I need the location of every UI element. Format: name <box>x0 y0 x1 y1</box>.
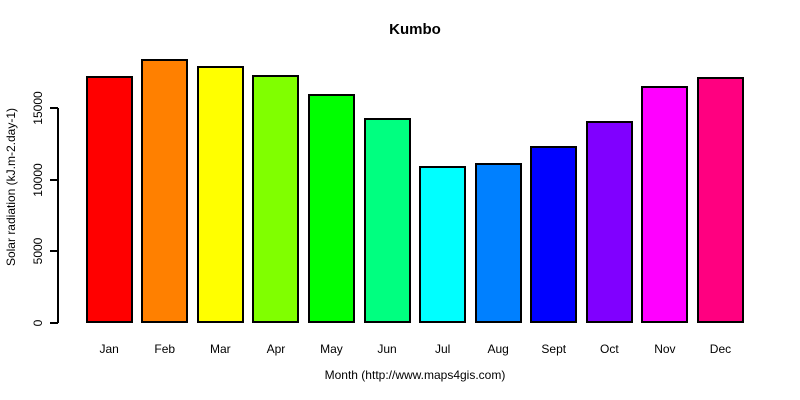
y-tick-label: 0 <box>31 319 45 327</box>
chart-title: Kumbo <box>389 21 441 38</box>
x-tick-label-mar: Mar <box>209 342 231 356</box>
bar-nov <box>641 85 689 323</box>
x-tick-label-jun: Jun <box>377 342 397 356</box>
bar-may <box>307 94 355 323</box>
bar-aug <box>474 163 522 323</box>
bar-sept <box>530 146 578 323</box>
x-tick-label-apr: Apr <box>266 342 286 356</box>
x-tick-label-jul: Jul <box>434 342 451 356</box>
x-tick-label-feb: Feb <box>154 342 176 356</box>
x-tick-label-sept: Sept <box>541 342 567 356</box>
plot-area: 0 5000 10000 15000 <box>31 50 772 326</box>
x-tick-label-dec: Dec <box>709 342 732 356</box>
bar-feb <box>141 58 189 323</box>
x-tick-label-nov: Nov <box>654 342 676 356</box>
y-tick-label: 5000 <box>31 237 45 265</box>
x-axis-label: Month (http://www.maps4gis.com) <box>324 368 506 382</box>
y-tick-label: 10000 <box>31 163 45 197</box>
y-tick-mark <box>50 107 58 110</box>
bar-jun <box>363 118 411 323</box>
bar-mar <box>196 65 244 323</box>
x-tick-label-oct: Oct <box>599 342 619 356</box>
y-tick-mark <box>50 322 58 324</box>
x-tick-label-may: May <box>320 342 343 356</box>
x-tick-label-aug: Aug <box>487 342 509 356</box>
bar-jul <box>419 166 467 323</box>
x-tick-label-jan: Jan <box>99 342 119 356</box>
bar-dec <box>696 77 744 323</box>
bar-oct <box>585 120 633 323</box>
y-axis-label: Solar radiation (kJ.m-2.day-1) <box>4 107 18 267</box>
y-tick-label: 15000 <box>31 91 45 125</box>
y-axis-line <box>57 108 59 323</box>
y-tick-mark <box>50 250 58 253</box>
bar-jan <box>85 75 133 323</box>
y-tick-mark <box>50 178 58 181</box>
bar-apr <box>252 75 300 323</box>
